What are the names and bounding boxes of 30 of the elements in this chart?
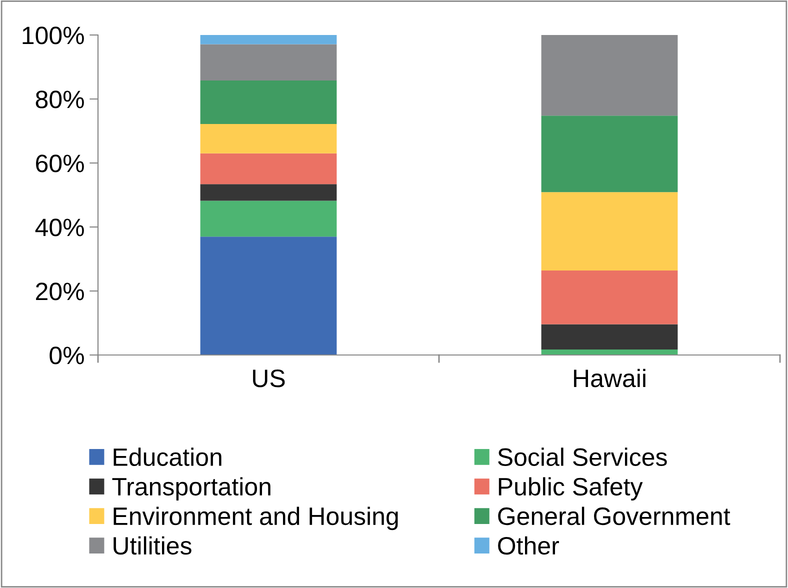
legend-label: Education — [114, 448, 222, 466]
y-tick-label: 40% — [35, 218, 84, 236]
y-tick-label: 80% — [36, 90, 84, 108]
bar — [541, 192, 678, 271]
bar — [200, 80, 337, 124]
legend-label: Environment and Housing — [114, 506, 398, 530]
y-tick-label: 60% — [36, 154, 84, 172]
legend-label: Transportation — [112, 477, 270, 501]
bar — [200, 44, 337, 80]
bar — [200, 153, 337, 184]
y-tick-label: 20% — [36, 282, 84, 300]
bar — [200, 35, 337, 44]
bar — [200, 184, 337, 201]
bar — [541, 35, 678, 116]
bar — [541, 270, 678, 324]
y-tick-label: 0% — [50, 346, 84, 364]
bar — [200, 200, 337, 237]
legend-label: General Government — [498, 506, 730, 526]
bar — [541, 350, 678, 355]
bar — [200, 236, 337, 355]
bar — [541, 116, 678, 192]
bar — [541, 324, 678, 350]
x-tick-label: US — [253, 370, 285, 388]
x-tick-label: Hawaii — [574, 368, 646, 388]
legend-label: Public Safety — [498, 477, 643, 501]
legend-label: Social Services — [498, 448, 667, 466]
bar — [200, 124, 337, 154]
legend-label: Utilities — [114, 536, 192, 555]
y-tick-label: 100% — [22, 26, 84, 44]
legend-label: Other — [498, 536, 559, 555]
